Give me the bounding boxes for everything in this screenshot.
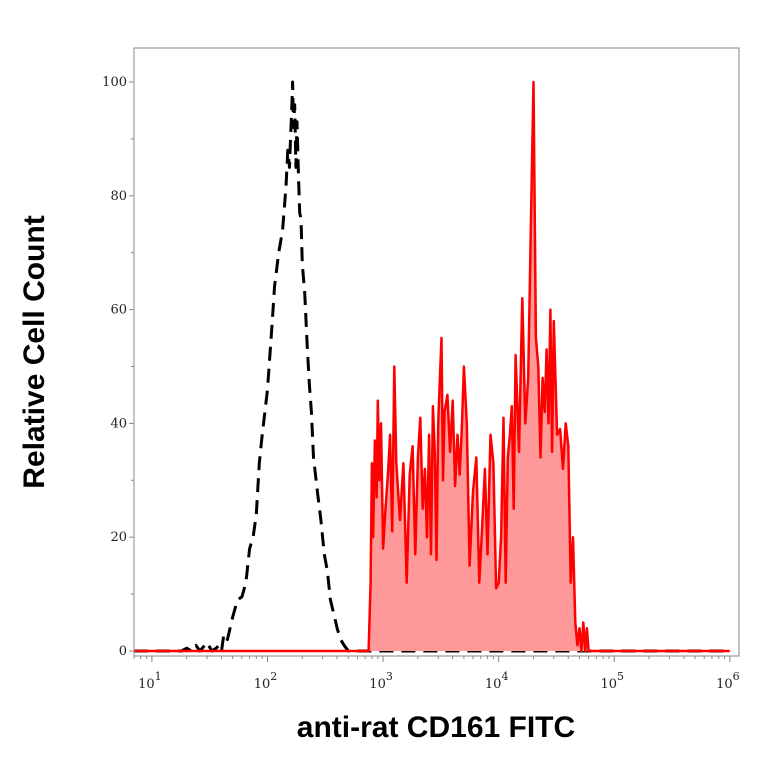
x-tick-label: 101 <box>138 670 162 692</box>
x-axis-title: anti-rat CD161 FITC <box>297 711 575 744</box>
x-tick-label: 104 <box>485 670 509 692</box>
y-tick-label: 80 <box>110 189 127 204</box>
y-tick-label: 20 <box>110 530 127 545</box>
y-axis-title: Relative Cell Count <box>18 215 51 488</box>
y-axis: 0 20 40 60 80 100 <box>102 75 134 659</box>
series-2-fill <box>134 82 730 651</box>
x-tick-label: 106 <box>716 670 740 692</box>
y-tick-label: 40 <box>110 416 127 431</box>
x-tick-label: 105 <box>600 670 624 692</box>
series-layer <box>134 80 730 653</box>
x-tick-label: 103 <box>369 670 393 692</box>
y-tick-label: 60 <box>110 303 127 318</box>
y-tick-label: 0 <box>119 644 127 659</box>
y-tick-label: 100 <box>102 75 127 90</box>
x-tick-label: 102 <box>254 670 278 692</box>
x-axis: 101 102 103 104 105 106 <box>133 656 740 692</box>
series-2-line <box>134 80 730 653</box>
plot-frame <box>133 47 740 657</box>
series-1-line <box>134 80 730 653</box>
